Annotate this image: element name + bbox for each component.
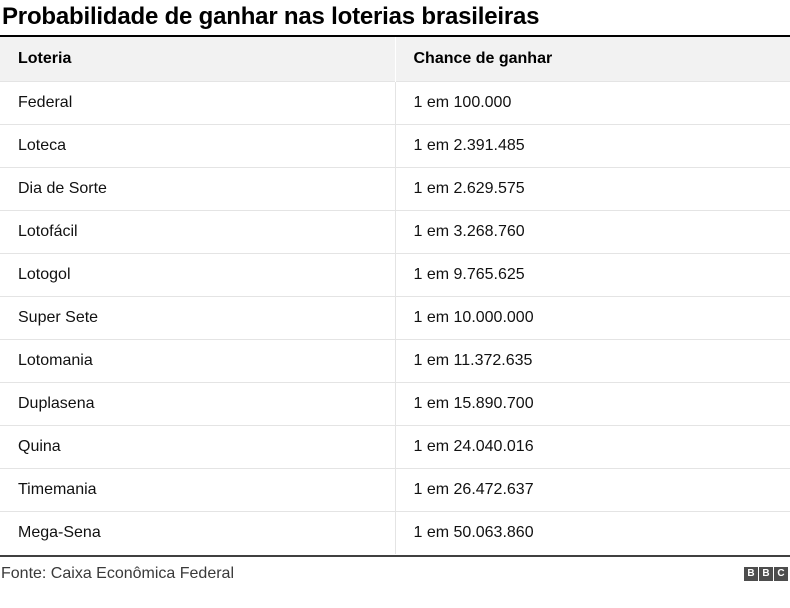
- chance-value-cell: 1 em 2.391.485: [394, 123, 790, 167]
- table-row: Timemania 1 em 26.472.637: [0, 467, 790, 511]
- table-row: Quina 1 em 24.040.016: [0, 424, 790, 468]
- chance-value-cell: 1 em 24.040.016: [394, 424, 790, 468]
- table-row: Super Sete 1 em 10.000.000: [0, 295, 790, 339]
- table-row: Duplasena 1 em 15.890.700: [0, 381, 790, 425]
- bottom-rule: [0, 555, 790, 557]
- lottery-name-cell: Duplasena: [0, 381, 395, 425]
- table-row: Mega-Sena 1 em 50.063.860: [0, 510, 790, 554]
- lottery-name-cell: Lotofácil: [0, 209, 395, 253]
- lottery-name-cell: Super Sete: [0, 295, 395, 339]
- chance-value-cell: 1 em 3.268.760: [394, 209, 790, 253]
- column-header-loteria: Loteria: [0, 36, 395, 81]
- bbc-logo-block-2: B: [759, 567, 773, 581]
- bbc-logo-block-1: B: [744, 567, 758, 581]
- chance-value-cell: 1 em 50.063.860: [394, 510, 790, 554]
- lottery-name-cell: Loteca: [0, 123, 395, 167]
- chance-value-cell: 1 em 2.629.575: [394, 166, 790, 210]
- chance-value-cell: 1 em 11.372.635: [394, 338, 790, 382]
- lottery-name-cell: Mega-Sena: [0, 510, 395, 554]
- chance-value-cell: 1 em 26.472.637: [394, 467, 790, 511]
- lottery-name-cell: Timemania: [0, 467, 395, 511]
- lottery-name-cell: Lotomania: [0, 338, 395, 382]
- lottery-table: Loteria Chance de ganhar Federal 1 em 100…: [0, 35, 790, 554]
- table-row: Dia de Sorte 1 em 2.629.575: [0, 166, 790, 210]
- page-title: Probabilidade de ganhar nas loterias bra…: [2, 3, 540, 30]
- table-row: Loteca 1 em 2.391.485: [0, 123, 790, 167]
- chance-value-cell: 1 em 100.000: [394, 80, 790, 124]
- bbc-logo-block-3: C: [774, 567, 788, 581]
- lottery-name-cell: Quina: [0, 424, 395, 468]
- table-row: Lotogol 1 em 9.765.625: [0, 252, 790, 296]
- table-row: Lotomania 1 em 11.372.635: [0, 338, 790, 382]
- table-body: Federal 1 em 100.000 Loteca 1 em 2.391.485 D…: [0, 80, 790, 554]
- chance-value-cell: 1 em 9.765.625: [394, 252, 790, 296]
- footer: Fonte: Caixa Econômica Federal B B C: [0, 557, 790, 583]
- chance-value-cell: 1 em 10.000.000: [394, 295, 790, 339]
- lottery-name-cell: Dia de Sorte: [0, 166, 395, 210]
- source-text: Fonte: Caixa Econômica Federal: [1, 565, 234, 582]
- table-header: Loteria Chance de ganhar: [0, 36, 790, 81]
- bbc-logo: B B C: [744, 567, 790, 581]
- table-row: Federal 1 em 100.000: [0, 80, 790, 124]
- lottery-name-cell: Federal: [0, 80, 395, 124]
- column-header-chance: Chance de ganhar: [394, 36, 790, 81]
- lottery-name-cell: Lotogol: [0, 252, 395, 296]
- chance-value-cell: 1 em 15.890.700: [394, 381, 790, 425]
- table-row: Lotofácil 1 em 3.268.760: [0, 209, 790, 253]
- table-header-row: Loteria Chance de ganhar: [0, 36, 790, 81]
